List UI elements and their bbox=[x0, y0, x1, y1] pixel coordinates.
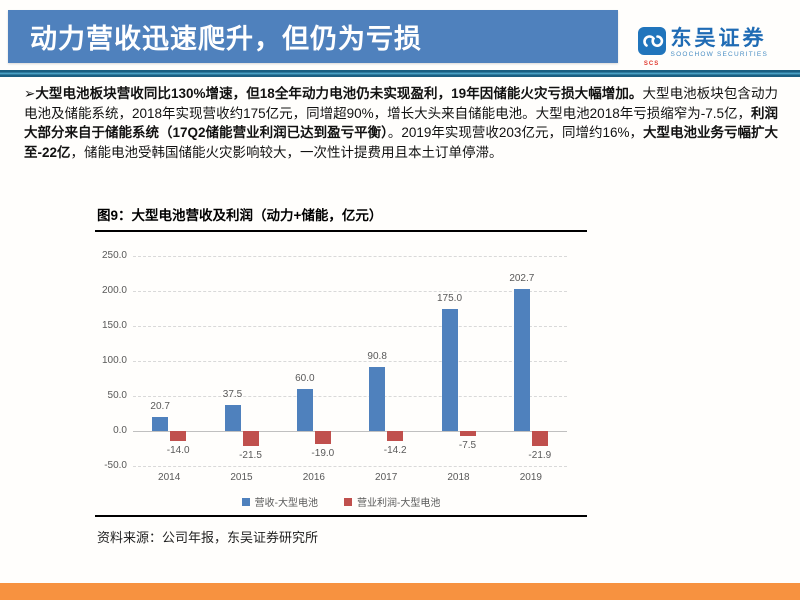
x-axis-tick-label: 2018 bbox=[447, 472, 470, 483]
chart-title: 图9：大型电池营收及利润（动力+储能，亿元） bbox=[95, 200, 587, 232]
revenue-bar bbox=[224, 404, 241, 431]
profit-bar bbox=[314, 431, 331, 445]
profit-value-label: -14.0 bbox=[166, 444, 190, 456]
text-segment: 大型电池板块包含动力电池及储能系统，2018年实现营收约175亿元，同增超90%… bbox=[24, 86, 778, 121]
source-note: 资料来源：公司年报，东吴证券研究所 bbox=[97, 530, 319, 545]
profit-bar bbox=[531, 431, 548, 447]
profit-value-label: -14.2 bbox=[383, 444, 407, 456]
y-axis-tick-label: 200.0 bbox=[101, 285, 127, 296]
profit-value-label: -21.9 bbox=[528, 450, 552, 462]
profit-value-label: -19.0 bbox=[311, 448, 335, 460]
profit-value-label: -21.5 bbox=[239, 450, 262, 462]
gridline bbox=[133, 256, 567, 257]
footer-accent-bar bbox=[0, 583, 800, 600]
brand-logo: SCS 东吴证券 SOOCHOW SECURITIES bbox=[637, 27, 768, 67]
chart-figure: 图9：大型电池营收及利润（动力+储能，亿元） 250.0 200.0 150.0 10… bbox=[95, 200, 587, 517]
chart-plot: 20.7 -14.0 37.5 -21.5 60.0 -19.0 90.8 -14.2 175.… bbox=[133, 256, 567, 467]
profit-value-label: -7.5 bbox=[458, 440, 477, 452]
legend-swatch-revenue bbox=[241, 497, 250, 506]
revenue-value-label: 37.5 bbox=[222, 388, 243, 400]
logo-icon-wrap: SCS bbox=[637, 27, 666, 67]
x-axis-tick-label: 2017 bbox=[375, 472, 398, 483]
y-axis-tick-label: 50.0 bbox=[107, 390, 127, 401]
bullet-arrow-icon: ➢ bbox=[24, 86, 36, 101]
y-axis-tick-label: 0.0 bbox=[113, 425, 127, 436]
body-paragraph: ➢大型电池板块营收同比130%增速，但18全年动力电池仍未实现盈利，19年因储能… bbox=[24, 84, 778, 162]
profit-bar bbox=[170, 431, 187, 441]
gridline bbox=[133, 326, 567, 327]
revenue-bar bbox=[369, 367, 386, 431]
logo-en-name: SOOCHOW SECURITIES bbox=[670, 51, 768, 58]
revenue-bar bbox=[513, 289, 530, 431]
y-axis-tick-label: 100.0 bbox=[101, 355, 127, 366]
revenue-value-label: 90.8 bbox=[367, 351, 387, 363]
x-axis-tick-label: 2019 bbox=[519, 472, 542, 483]
gridline bbox=[133, 431, 567, 432]
legend-label-profit: 营业利润-大型电池 bbox=[357, 498, 441, 509]
revenue-value-label: 20.7 bbox=[150, 400, 170, 412]
page-title: 动力营收迅速爬升，但仍为亏损 bbox=[30, 24, 422, 54]
text-segment: 。2019年实现营收203亿元，同增约16%， bbox=[387, 125, 643, 140]
text-segment: 大型电池业务亏幅扩大至-22亿 bbox=[24, 125, 779, 160]
gridline bbox=[133, 396, 567, 397]
legend-swatch-profit bbox=[344, 497, 352, 506]
legend-label-revenue: 营收-大型电池 bbox=[254, 498, 318, 509]
profit-bar bbox=[242, 431, 259, 447]
logo-text: 东吴证券 SOOCHOW SECURITIES bbox=[671, 27, 768, 58]
revenue-bar bbox=[441, 308, 458, 431]
revenue-value-label: 175.0 bbox=[436, 292, 463, 304]
text-segment: 大型电池板块营收同比130%增速，但18全年动力电池仍未实现盈利，19年因储能火… bbox=[35, 86, 643, 101]
chart-legend: 营收-大型电池 营业利润-大型电池 bbox=[95, 494, 587, 509]
y-axis-tick-label: 150.0 bbox=[101, 320, 127, 331]
legend-item-profit: 营业利润-大型电池 bbox=[344, 494, 440, 509]
x-axis-tick-label: 2016 bbox=[302, 472, 325, 483]
logo-cn-name: 东吴证券 bbox=[670, 27, 767, 50]
y-axis-tick-label: -50.0 bbox=[104, 460, 127, 471]
revenue-value-label: 202.7 bbox=[509, 273, 535, 285]
x-axis-tick-label: 2014 bbox=[158, 472, 181, 483]
header-banner: 动力营收迅速爬升，但仍为亏损 bbox=[8, 10, 618, 63]
text-segment: 利润大部分来自于储能系统（17Q2储能营业利润已达到盈亏平衡） bbox=[24, 105, 779, 141]
revenue-bar bbox=[152, 416, 169, 431]
revenue-value-label: 60.0 bbox=[295, 373, 315, 384]
logo-subtext: SCS bbox=[643, 61, 660, 67]
header-divider bbox=[0, 70, 800, 77]
profit-bar bbox=[459, 431, 476, 437]
soochow-swirl-icon bbox=[637, 27, 666, 60]
text-segment: ，储能电池受韩国储能火灾影响较大，一次性计提费用且本土订单停滞。 bbox=[70, 144, 503, 160]
legend-item-revenue: 营收-大型电池 bbox=[241, 494, 318, 509]
y-axis-tick-label: 250.0 bbox=[101, 250, 127, 261]
revenue-bar bbox=[296, 389, 313, 431]
gridline bbox=[133, 466, 567, 467]
gridline bbox=[133, 361, 567, 362]
x-axis-tick-label: 2015 bbox=[230, 472, 253, 483]
gridline bbox=[133, 291, 567, 292]
profit-bar bbox=[387, 431, 404, 441]
bar-chart: 250.0 200.0 150.0 100.0 50.0 0.0 -50.0 20.7 -14… bbox=[95, 232, 587, 517]
